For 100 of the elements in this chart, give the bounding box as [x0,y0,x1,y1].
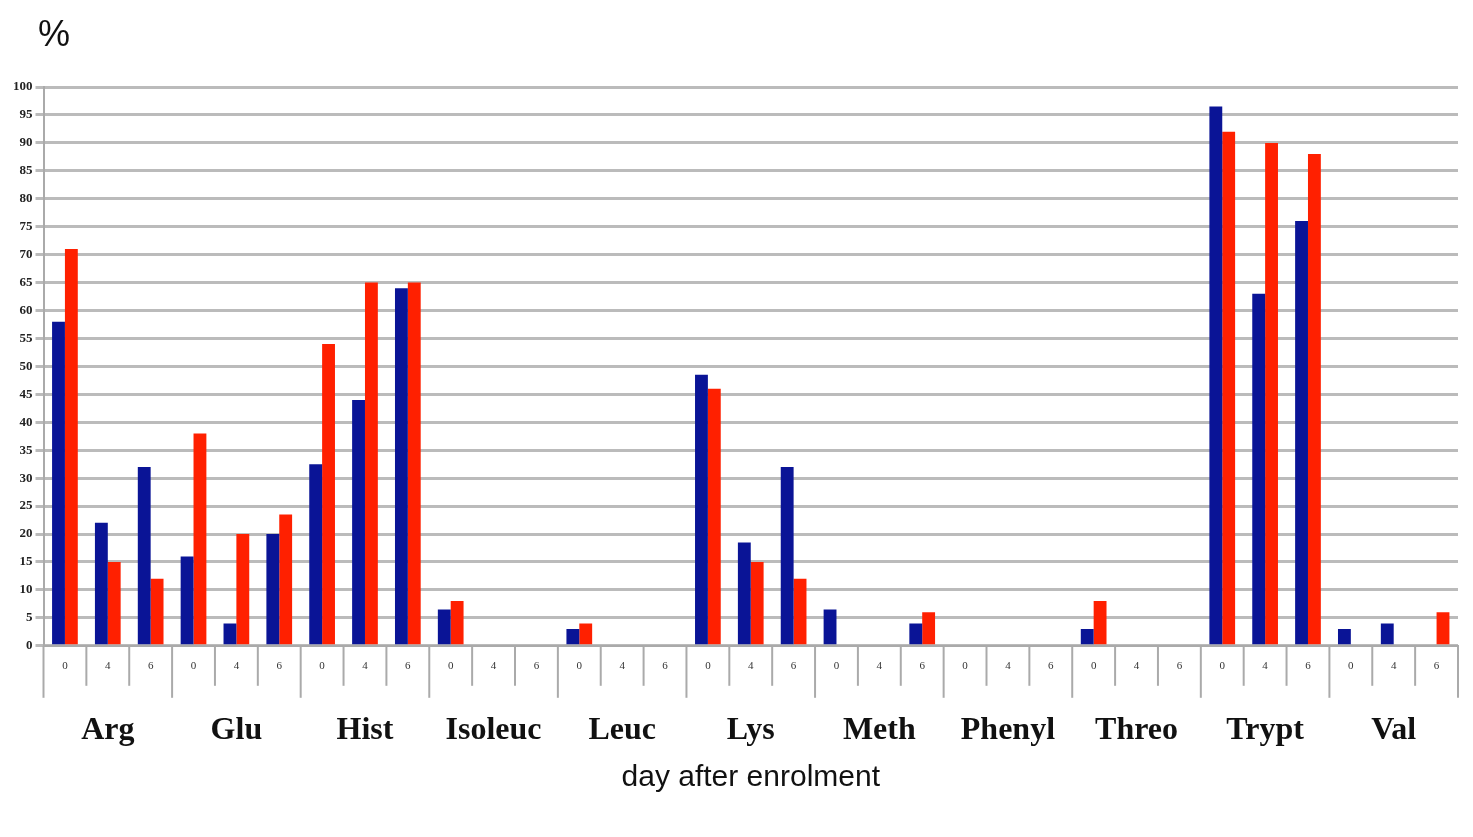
x-tick-label: 0 [1348,659,1355,672]
x-tick-label: 0 [1090,659,1097,672]
text: Hist [336,710,394,747]
bar [64,249,78,645]
x-tick-label: 4 [105,659,112,672]
bar [180,556,194,645]
bar [1080,629,1094,645]
bar [579,623,593,645]
text: Arg [81,710,135,747]
y-tick-label: 5 [26,609,33,625]
x-tick-label: 0 [833,659,840,672]
bar [922,612,936,645]
bar [1295,221,1308,645]
y-tick-label: 55 [19,329,33,345]
bar [793,578,807,645]
x-tick-label: 6 [533,659,540,672]
text: Val [1371,710,1417,747]
x-tick-label: 6 [405,659,412,672]
text: Phenyl [960,710,1056,747]
x-tick-label: 0 [319,659,326,672]
bar [266,534,280,645]
y-tick-label: 100 [13,78,33,94]
bar [1337,629,1351,645]
x-tick-label: 6 [276,659,283,672]
bar [52,321,65,645]
bar [750,561,764,645]
bar [1209,106,1223,645]
bar [94,522,108,645]
bar [352,399,365,645]
y-tick-label: 50 [19,357,33,373]
bar [1265,142,1278,645]
bar [364,282,378,645]
y-tick-label: 65 [19,273,33,289]
bar [780,466,794,645]
x-tick-label: 0 [705,659,712,672]
x-tick-label: 6 [1305,659,1312,672]
bar [1380,623,1394,645]
bar [450,601,464,645]
y-axis-title: % [38,12,71,54]
x-tick-label: 4 [1262,659,1269,672]
bar [407,282,421,645]
text: Leuc [588,710,656,747]
y-tick-label: 10 [19,581,33,597]
text: Meth [842,710,916,747]
x-tick-label: 4 [1133,659,1140,672]
y-tick-label: 15 [19,553,33,569]
x-tick-label: 4 [876,659,883,672]
y-tick-label: 25 [19,497,33,513]
bar [1307,154,1321,645]
bar [309,464,323,645]
text: Lys [726,710,775,747]
x-tick-label: 4 [362,659,369,672]
x-tick-label: 0 [62,659,69,672]
y-tick-label: 0 [26,637,33,653]
bar [236,534,250,645]
x-tick-label: 0 [447,659,454,672]
x-tick-label: 0 [962,659,969,672]
y-tick-label: 20 [19,525,33,541]
bar [107,561,121,645]
y-tick-label: 60 [19,301,33,317]
bar [823,609,837,645]
y-tick-label: 70 [19,246,33,261]
y-tick-label: 90 [19,134,33,150]
bar [137,466,151,645]
bar [566,629,580,645]
x-tick-label: 0 [190,659,197,672]
x-axis-title: day after enrolment [621,759,881,793]
bar [1222,131,1236,645]
bar [1252,293,1266,645]
bar [279,514,293,645]
x-tick-label: 0 [1219,659,1226,672]
x-tick-label: 6 [919,659,926,672]
x-tick-label: 4 [233,659,240,672]
y-tick-label: 85 [19,162,33,178]
bar [193,433,207,645]
bar [695,374,708,645]
x-tick-label: 6 [1433,659,1440,672]
bar [394,288,408,645]
x-tick-label: 6 [147,659,154,672]
y-tick-label: 75 [19,218,33,234]
y-tick-label: 30 [19,469,33,485]
bar [223,623,237,645]
bar [707,388,721,645]
y-tick-label: 95 [19,106,33,122]
y-tick-label: 45 [19,385,33,401]
bar [737,542,751,645]
x-tick-label: 4 [490,659,497,672]
bar [150,578,164,645]
y-tick-label: 40 [19,413,33,429]
x-tick-label: 6 [1176,659,1183,672]
bar [909,623,923,645]
bar [322,344,335,645]
bar [437,609,451,645]
x-tick-label: 6 [662,659,669,672]
x-tick-label: 4 [619,659,626,672]
text: Threo [1095,710,1179,747]
x-tick-label: 4 [1005,659,1012,672]
y-tick-label: 35 [19,441,33,457]
text: Glu [210,710,263,747]
x-tick-label: 0 [576,659,583,672]
